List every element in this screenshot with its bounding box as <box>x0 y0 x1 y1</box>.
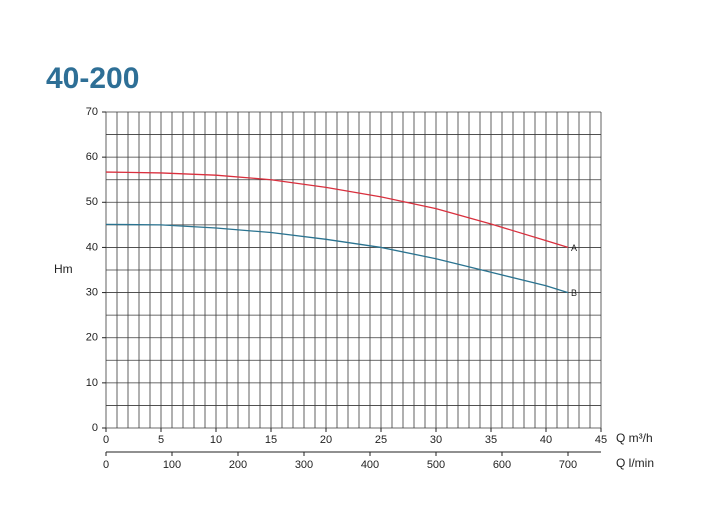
y-tick-label: 50 <box>86 196 98 208</box>
y-tick-label: 10 <box>86 377 98 389</box>
y-tick-label: 70 <box>86 106 98 118</box>
y-tick-label: 0 <box>92 422 98 434</box>
legend-label: B <box>571 288 577 298</box>
curve <box>105 223 569 294</box>
x2-tick-label: 200 <box>229 459 247 471</box>
y-tick-label: 40 <box>86 241 98 253</box>
x-tick-label: 15 <box>265 434 277 446</box>
curve <box>105 171 569 249</box>
x-tick-label: 25 <box>375 434 387 446</box>
x-tick-label: 10 <box>210 434 222 446</box>
x2-tick-label: 0 <box>103 459 109 471</box>
x2-tick-label: 600 <box>493 459 511 471</box>
x-tick-label: 40 <box>540 434 552 446</box>
x-axis-label: Q m³/h <box>616 431 653 445</box>
legend-label: A <box>571 243 577 253</box>
y-tick-label: 20 <box>86 332 98 344</box>
x2-tick-label: 500 <box>427 459 445 471</box>
x-tick-label: 5 <box>158 434 164 446</box>
x2-axis-label: Q l/min <box>616 456 654 470</box>
chart-title: 40-200 <box>46 62 139 95</box>
x-tick-label: 35 <box>485 434 497 446</box>
y-axis-label: Hm <box>54 262 73 276</box>
y-tick-label: 60 <box>86 151 98 163</box>
x2-tick-label: 700 <box>559 459 577 471</box>
x-tick-label: 30 <box>430 434 442 446</box>
x2-tick-label: 400 <box>361 459 379 471</box>
y-tick-label: 30 <box>86 286 98 298</box>
x2-tick-label: 100 <box>163 459 181 471</box>
x2-tick-label: 300 <box>295 459 313 471</box>
x-tick-label: 0 <box>103 434 109 446</box>
x-tick-label: 45 <box>595 434 607 446</box>
x-tick-label: 20 <box>320 434 332 446</box>
